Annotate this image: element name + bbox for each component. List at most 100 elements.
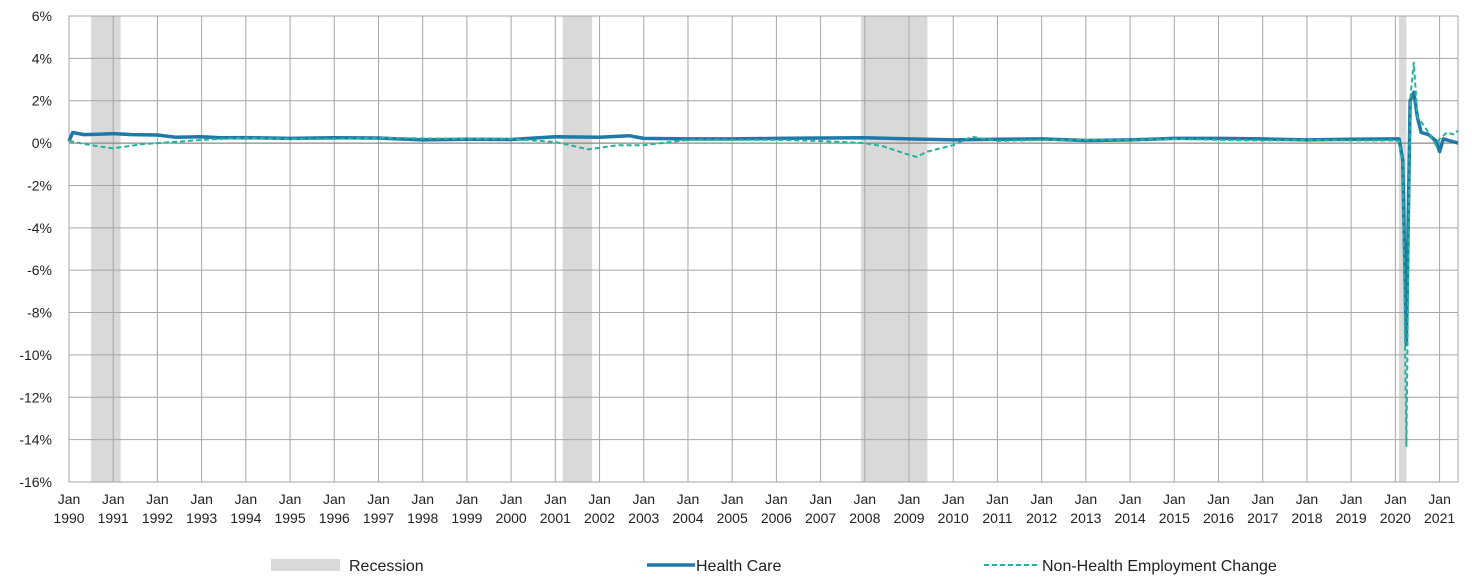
x-tick-year: 2002 [584, 510, 615, 526]
x-tick-month: Jan [500, 491, 523, 507]
legend-label: Health Care [696, 558, 781, 575]
recession-band [1399, 16, 1407, 482]
x-tick-year: 2008 [849, 510, 880, 526]
x-tick-label: Jan 1998 [407, 491, 438, 526]
x-tick-label: Jan 2004 [672, 491, 703, 526]
recession-band [562, 16, 593, 482]
legend: Recession Health Care Non-Health Employmen… [271, 558, 1277, 575]
x-tick-label: Jan 2014 [1115, 491, 1146, 526]
x-tick-year: 2020 [1380, 510, 1411, 526]
x-tick-month: Jan [1119, 491, 1142, 507]
health-care-series-line [67, 90, 1459, 347]
x-tick-label: Jan 2006 [761, 491, 792, 526]
x-tick-year: 2016 [1203, 510, 1234, 526]
x-tick-label: Jan 2015 [1159, 491, 1190, 526]
x-tick-year: 2006 [761, 510, 792, 526]
x-tick-label: Jan 1999 [451, 491, 482, 526]
x-tick-month: Jan [367, 491, 390, 507]
x-tick-label: Jan 2017 [1247, 491, 1278, 526]
x-tick-month: Jan [765, 491, 788, 507]
legend-label: Non-Health Employment Change [1042, 558, 1277, 575]
plot-border [68, 15, 1459, 483]
x-tick-label: Jan 2019 [1336, 491, 1367, 526]
x-tick-month: Jan [544, 491, 567, 507]
x-tick-year: 2012 [1026, 510, 1057, 526]
x-tick-month: Jan [1340, 491, 1363, 507]
x-tick-month: Jan [235, 491, 258, 507]
x-tick-month: Jan [1251, 491, 1274, 507]
y-tick-label: -4% [27, 220, 52, 236]
y-tick-label: -2% [27, 177, 52, 193]
x-tick-label: Jan 2003 [628, 491, 659, 526]
x-tick-label: Jan 2007 [805, 491, 836, 526]
x-tick-label: Jan 2001 [540, 491, 571, 526]
x-tick-year: 2018 [1291, 510, 1322, 526]
x-tick-year: 1990 [53, 510, 84, 526]
x-tick-year: 1992 [142, 510, 173, 526]
y-tick-label: -14% [19, 432, 52, 448]
y-tick-label: 6% [32, 8, 52, 24]
x-tick-year: 2005 [717, 510, 748, 526]
x-tick-label: Jan 2009 [893, 491, 924, 526]
x-tick-year: 2011 [982, 510, 1012, 526]
x-tick-month: Jan [677, 491, 700, 507]
x-tick-month: Jan [323, 491, 346, 507]
x-tick-month: Jan [721, 491, 744, 507]
x-tick-label: Jan 1997 [363, 491, 394, 526]
x-tick-label: Jan 2012 [1026, 491, 1057, 526]
y-tick-label: -10% [19, 347, 52, 363]
x-tick-label: Jan 2005 [717, 491, 748, 526]
x-tick-year: 2019 [1336, 510, 1367, 526]
x-tick-month: Jan [190, 491, 213, 507]
x-tick-year: 2004 [672, 510, 703, 526]
x-tick-label: Jan 1990 [53, 491, 84, 526]
tick-labels: 6% 4% 2% 0% -2% -4% -6% -8% -10% -12% -14% -16% Jan 1… [19, 8, 1455, 526]
x-tick-label: Jan 1993 [186, 491, 217, 526]
x-tick-month: Jan [146, 491, 169, 507]
recession-bands [91, 16, 1407, 482]
x-tick-year: 1991 [98, 510, 129, 526]
x-tick-year: 2010 [938, 510, 969, 526]
x-tick-year: 2009 [893, 510, 924, 526]
x-tick-year: 2014 [1115, 510, 1146, 526]
x-tick-label: Jan 2021 [1424, 491, 1455, 526]
y-tick-label: 4% [32, 50, 52, 66]
x-tick-year: 2001 [540, 510, 571, 526]
x-tick-label: Jan 2020 [1380, 491, 1411, 526]
x-tick-month: Jan [279, 491, 302, 507]
x-tick-label: Jan 1994 [230, 491, 261, 526]
x-tick-year: 1997 [363, 510, 394, 526]
x-tick-label: Jan 2016 [1203, 491, 1234, 526]
x-tick-month: Jan [1384, 491, 1407, 507]
x-tick-year: 2013 [1070, 510, 1101, 526]
x-tick-month: Jan [1296, 491, 1319, 507]
y-tick-label: -6% [27, 262, 52, 278]
x-tick-label: Jan 2000 [496, 491, 527, 526]
x-tick-month: Jan [632, 491, 655, 507]
x-tick-month: Jan [102, 491, 125, 507]
x-tick-month: Jan [1207, 491, 1230, 507]
x-tick-year: 2000 [496, 510, 527, 526]
x-tick-label: Jan 1996 [319, 491, 350, 526]
x-tick-label: Jan 2011 [982, 491, 1012, 526]
x-tick-label: Jan 1995 [274, 491, 305, 526]
x-tick-year: 2007 [805, 510, 836, 526]
x-tick-label: Jan 1991 [98, 491, 129, 526]
x-tick-month: Jan [1075, 491, 1098, 507]
x-tick-month: Jan [1030, 491, 1053, 507]
x-tick-month: Jan [942, 491, 965, 507]
x-tick-year: 1996 [319, 510, 350, 526]
gridlines [68, 15, 1458, 483]
legend-label: Recession [349, 558, 424, 575]
recession-band [91, 16, 121, 482]
series-lines [67, 61, 1459, 447]
x-tick-label: Jan 1992 [142, 491, 173, 526]
x-tick-month: Jan [411, 491, 434, 507]
y-tick-label: -12% [19, 389, 52, 405]
x-tick-month: Jan [986, 491, 1009, 507]
y-tick-label: -16% [19, 474, 52, 490]
x-tick-month: Jan [854, 491, 877, 507]
x-tick-year: 1995 [274, 510, 305, 526]
